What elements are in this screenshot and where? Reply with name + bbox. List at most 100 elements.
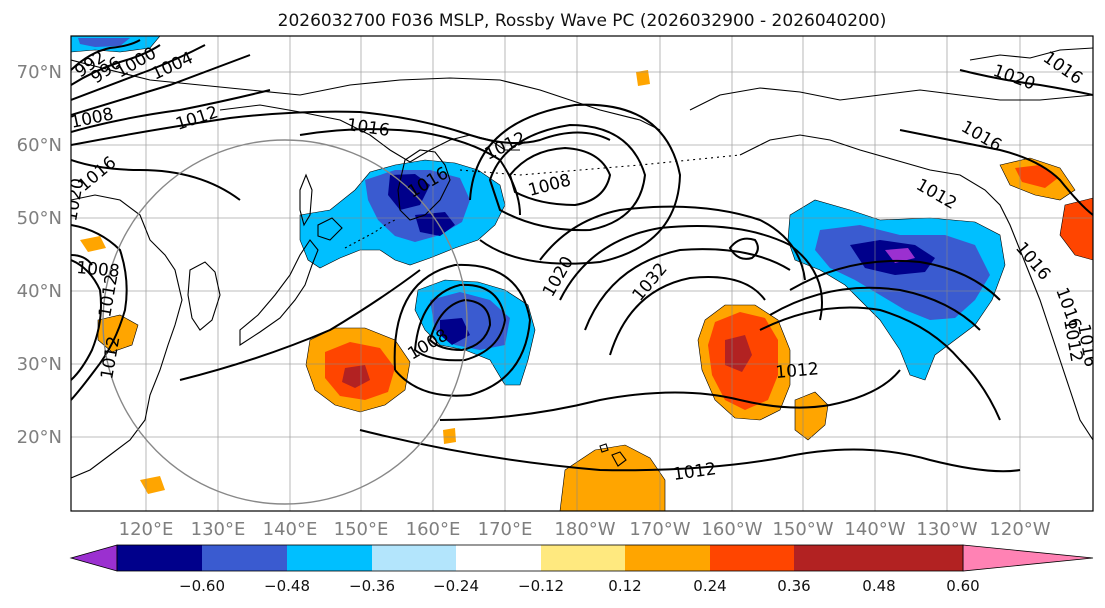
lon-label: 160°E bbox=[406, 519, 461, 540]
isobar-1016-west bbox=[71, 224, 128, 401]
neg-anomaly-kamchatka-core bbox=[388, 174, 430, 210]
colorbar: −0.60 −0.48 −0.36 −0.24 −0.12 0.12 0.24 … bbox=[69, 544, 1094, 595]
coast-kurils bbox=[344, 219, 396, 249]
isobar-1020-sw bbox=[179, 269, 421, 381]
colorbar-segment bbox=[456, 545, 541, 571]
colorbar-tick: 0.48 bbox=[862, 577, 895, 595]
colorbar-segment bbox=[625, 545, 710, 571]
isobar-1020-west bbox=[71, 159, 241, 201]
isobar-1032-cell bbox=[728, 237, 759, 260]
lat-label-60n: 60°N bbox=[17, 135, 62, 156]
isobar-1004 bbox=[71, 54, 251, 116]
colorbar-tick: 0.24 bbox=[693, 577, 726, 595]
isobar-label: 1008 bbox=[76, 258, 121, 282]
colorbar-segment-last bbox=[879, 545, 963, 571]
lon-label: 170°E bbox=[478, 519, 533, 540]
pos-anomaly-small3 bbox=[443, 428, 456, 444]
neg-anomaly-arctic-core bbox=[78, 38, 130, 47]
isobar-1016-low bbox=[469, 103, 682, 265]
isobar-1020-east bbox=[789, 259, 1001, 301]
colorbar-extend-max bbox=[962, 544, 1094, 572]
latitude-labels: 70°N 60°N 50°N 40°N 30°N 20°N bbox=[17, 62, 62, 448]
colorbar-tick: −0.48 bbox=[264, 577, 310, 595]
pos-anomaly-china bbox=[97, 314, 139, 353]
lon-label: 180°W bbox=[554, 519, 615, 540]
colorbar-extend-min bbox=[69, 544, 118, 572]
isobar-1012-north bbox=[71, 110, 611, 146]
colorbar-segment bbox=[710, 545, 794, 571]
isobar-label: 1012 bbox=[775, 359, 820, 383]
lon-label: 130°W bbox=[916, 519, 977, 540]
isobar-contours bbox=[71, 39, 1093, 473]
coast-alaska-south bbox=[739, 134, 1093, 441]
coast-korea bbox=[187, 261, 221, 331]
isobar-1012-west bbox=[71, 259, 102, 381]
isobar-1024-ridge bbox=[559, 225, 823, 321]
lon-label: 130°E bbox=[191, 519, 246, 540]
lon-label: 120°E bbox=[119, 519, 174, 540]
colorbar-tick: 0.12 bbox=[608, 577, 641, 595]
neg-anomaly-goa-purple bbox=[885, 248, 915, 263]
colorbar-tick: −0.12 bbox=[518, 577, 564, 595]
radius-circle bbox=[102, 139, 468, 505]
lon-label: 160°W bbox=[701, 519, 762, 540]
lon-label: 140°E bbox=[263, 519, 318, 540]
coast-hokkaido bbox=[317, 217, 343, 241]
pos-anomaly-small1 bbox=[80, 236, 106, 252]
coast-canada-north bbox=[969, 47, 1093, 61]
isobar-1008-low2 bbox=[428, 298, 492, 352]
colorbar-segment bbox=[287, 545, 372, 571]
lat-label-70n: 70°N bbox=[17, 62, 62, 83]
map-panel: 992 996 1000 1004 1008 1012 1016 1012 10… bbox=[71, 36, 1093, 511]
lon-label: 150°W bbox=[772, 519, 833, 540]
neg-anomaly-kuril-dark bbox=[440, 318, 470, 345]
coast-kamchatka bbox=[397, 149, 451, 221]
isobar-1016-low2 bbox=[393, 263, 532, 397]
isobar-1020-ne bbox=[959, 69, 1093, 96]
isobar-1012-low2 bbox=[413, 283, 507, 362]
isobar-992 bbox=[71, 39, 141, 71]
isobar-1028-ridge bbox=[584, 248, 791, 331]
pos-anomaly-japan-east-dark bbox=[342, 365, 370, 388]
colorbar-tick: −0.60 bbox=[179, 577, 225, 595]
colorbar-frame bbox=[116, 544, 964, 572]
colorbar-segment bbox=[372, 545, 456, 571]
isobar-1000 bbox=[71, 44, 206, 101]
coast-east-asia bbox=[71, 194, 183, 479]
colorbar-segment bbox=[794, 545, 879, 571]
colorbar-tick-labels: −0.60 −0.48 −0.36 −0.24 −0.12 0.12 0.24 … bbox=[179, 577, 980, 595]
colorbar-tick: 0.60 bbox=[946, 577, 979, 595]
lon-label: 170°W bbox=[629, 519, 690, 540]
lon-label: 140°W bbox=[844, 519, 905, 540]
colorbar-tick: 0.36 bbox=[777, 577, 810, 595]
coast-aleutians bbox=[459, 154, 741, 176]
lon-label: 120°W bbox=[989, 519, 1050, 540]
map-frame bbox=[70, 35, 1094, 512]
lon-label: 150°E bbox=[334, 519, 389, 540]
isobar-1008-low bbox=[508, 146, 612, 207]
pos-anomaly-small2 bbox=[636, 70, 650, 86]
coast-hawaii bbox=[599, 443, 627, 467]
lat-label-50n: 50°N bbox=[17, 208, 62, 229]
isobar-1032-high bbox=[609, 275, 766, 356]
isobar-1008-nw bbox=[71, 89, 271, 133]
isobar-1008-west bbox=[71, 254, 93, 266]
isobar-1020-ridge bbox=[539, 205, 806, 281]
isobar-996 bbox=[71, 44, 161, 86]
isobar-1016-south bbox=[439, 369, 901, 421]
colorbar-tick: −0.36 bbox=[349, 577, 395, 595]
colorbar-tick: −0.24 bbox=[433, 577, 479, 595]
isobar-1016-east bbox=[769, 286, 981, 331]
isobar-1012-south bbox=[359, 429, 1021, 473]
lat-label-30n: 30°N bbox=[17, 354, 62, 375]
map-title: 2026032700 F036 MSLP, Rossby Wave PC (20… bbox=[278, 11, 887, 31]
pos-anomaly-bc bbox=[1059, 197, 1093, 261]
isobar-1012-low bbox=[488, 123, 647, 232]
coast-japan bbox=[239, 239, 319, 347]
longitude-labels: 120°E 130°E 140°E 150°E 160°E 170°E 180°… bbox=[119, 519, 1051, 540]
coast-siberia-north bbox=[71, 59, 661, 131]
isobar-1012-east bbox=[759, 306, 1001, 421]
colorbar-segment bbox=[117, 545, 202, 571]
